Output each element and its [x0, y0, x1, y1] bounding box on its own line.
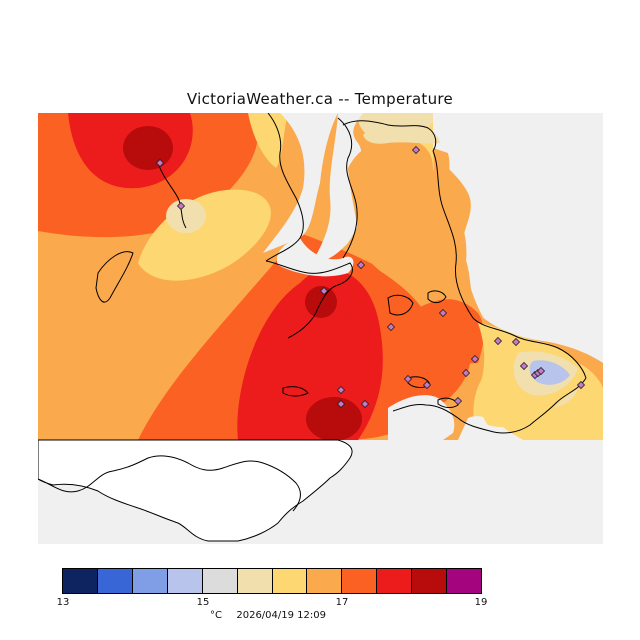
field-yellow-lobe — [138, 189, 271, 281]
saanich-land — [348, 138, 468, 318]
station-marker — [536, 366, 546, 376]
coastline-saanich-east — [337, 117, 358, 259]
south-east-sea — [458, 416, 523, 440]
olympic-land — [38, 439, 353, 542]
coastline-inlet — [265, 260, 353, 339]
strait-south — [388, 395, 455, 440]
colorbar-segment-0 — [63, 569, 98, 593]
station-marker — [336, 385, 346, 395]
coastline-west-inlet — [157, 162, 187, 229]
station-marker — [336, 399, 346, 409]
saanich-tan — [363, 122, 440, 144]
tick-13: 13 — [56, 597, 70, 608]
station-markers — [155, 145, 586, 409]
station-marker — [576, 380, 586, 390]
peninsula-land — [348, 122, 586, 428]
east-coast-land — [433, 148, 486, 335]
station-marker — [453, 396, 463, 406]
colorbar-segment-11 — [447, 569, 482, 593]
timestamp: 2026/04/19 12:09 — [236, 610, 326, 621]
field-central-red — [237, 268, 383, 440]
coastlines — [95, 113, 587, 434]
coastline-harbour — [392, 404, 459, 419]
colorbar-segment-10 — [412, 569, 448, 593]
colorbar-segment-8 — [342, 569, 378, 593]
coastline-saanich-west — [265, 113, 304, 262]
coastline-east — [432, 150, 587, 379]
coastline-island-1 — [95, 251, 134, 303]
station-marker — [403, 374, 413, 384]
colorbar-segment-9 — [377, 569, 413, 593]
olympic-shoreline — [38, 455, 301, 512]
station-marker — [519, 361, 529, 371]
coastline-island-4 — [282, 386, 309, 397]
field-ne-yellow2 — [248, 113, 288, 168]
station-marker — [411, 145, 421, 155]
coastline-island-2 — [387, 294, 414, 316]
colorbar-segment-1 — [97, 569, 133, 593]
coastline-island-3 — [427, 290, 447, 304]
color-legend — [62, 568, 482, 594]
oak-bay-blue — [529, 360, 570, 385]
field-tan-lobe — [166, 199, 206, 233]
station-marker — [356, 260, 366, 270]
station-marker — [438, 308, 448, 318]
field-hot-core-2 — [306, 397, 362, 440]
colorbar-segment-7 — [307, 569, 343, 593]
east-sea — [433, 113, 603, 363]
coastline-oakbay — [457, 377, 587, 434]
station-marker — [461, 368, 471, 378]
station-marker — [470, 354, 480, 364]
unit-label: °C — [210, 610, 222, 621]
south-land — [38, 439, 353, 542]
station-marker — [422, 380, 432, 390]
field-nw-darkred — [123, 126, 173, 170]
colorbar-segment-5 — [237, 569, 273, 593]
tick-19: 19 — [474, 597, 488, 608]
station-marker — [360, 399, 370, 409]
east-coast-orange — [417, 299, 484, 365]
water-channel — [263, 113, 338, 253]
coastline-north-island — [342, 120, 437, 152]
colorbar-segment-4 — [202, 569, 238, 593]
station-marker — [511, 337, 521, 347]
unit-timestamp: °C 2026/04/19 12:09 — [210, 610, 326, 621]
temperature-map — [38, 113, 603, 544]
station-marker — [155, 158, 165, 168]
tick-17: 17 — [335, 597, 349, 608]
colorbar-segment-2 — [132, 569, 168, 593]
station-marker — [386, 322, 396, 332]
colorbar-segment-3 — [167, 569, 203, 593]
station-marker — [176, 201, 186, 211]
station-marker — [319, 286, 329, 296]
tick-15: 15 — [196, 597, 210, 608]
colorbar-segment-6 — [272, 569, 308, 593]
station-marker — [493, 336, 503, 346]
chart-title: VictoriaWeather.ca -- Temperature — [186, 90, 454, 108]
